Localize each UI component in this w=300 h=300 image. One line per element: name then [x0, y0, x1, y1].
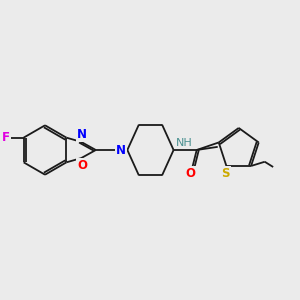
- Text: N: N: [116, 143, 126, 157]
- Text: S: S: [221, 167, 230, 180]
- Text: F: F: [2, 131, 10, 144]
- Text: O: O: [185, 167, 195, 180]
- Text: O: O: [77, 159, 87, 172]
- Text: NH: NH: [176, 138, 193, 148]
- Text: N: N: [77, 128, 87, 141]
